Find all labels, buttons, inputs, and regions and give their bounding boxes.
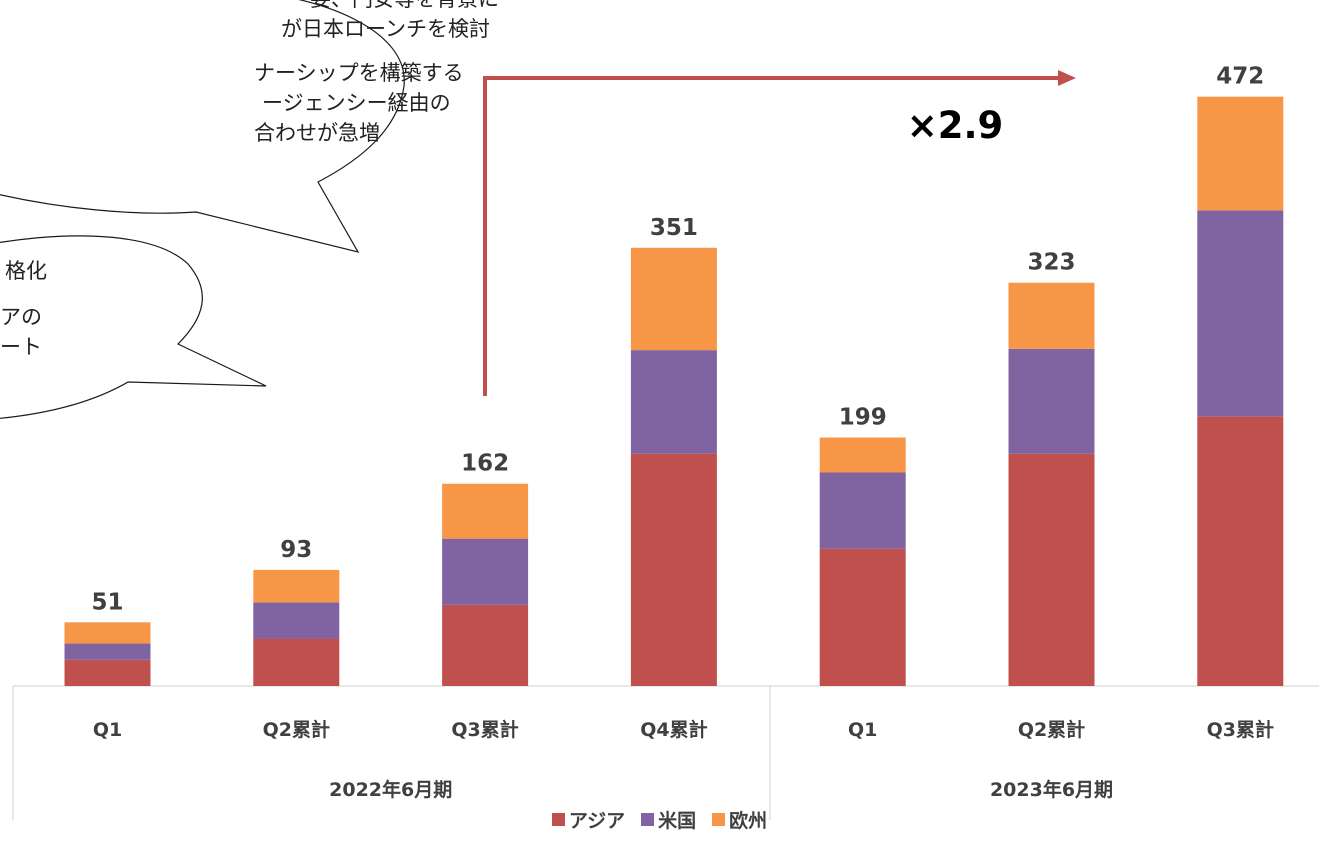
legend-item-us: 米国: [641, 806, 696, 833]
bar-segment-asia: [64, 659, 151, 686]
bar-total-label: 162: [461, 451, 509, 477]
growth-arrow-line: [483, 76, 1060, 396]
bar-segment-us: [630, 350, 717, 454]
legend-label-us: 米国: [658, 810, 697, 832]
x-tick-label: Q4累計: [640, 718, 707, 741]
bar-segment-asia: [442, 604, 529, 686]
legend-label-europe: 欧州: [729, 810, 768, 832]
bar-total-label: 472: [1216, 64, 1264, 90]
callout-lower-line: ート: [0, 335, 42, 359]
bar-total-label: 323: [1027, 250, 1075, 276]
callout-upper-line: ナーシップを構築する: [254, 61, 464, 85]
bar-segment-europe: [630, 247, 717, 351]
x-tick-label: Q3累計: [1207, 718, 1274, 741]
bar-segment-asia: [253, 638, 340, 686]
callout-lower-line: アの: [0, 305, 42, 329]
bar-segment-europe: [1008, 282, 1095, 349]
bar-segment-europe: [64, 622, 151, 644]
legend-item-europe: 欧州: [712, 806, 767, 833]
callout-upper-line: 合わせが急増: [254, 121, 380, 145]
callout-lower-text: 格化 アの ート: [0, 256, 47, 362]
bar-segment-us: [819, 472, 906, 549]
bar-total-label: 351: [650, 215, 698, 241]
legend-label-asia: アジア: [568, 810, 626, 832]
callout-upper-text: 要、円安等を背景に が日本ローンチを検討 ナーシップを構築する ージェンシー経由…: [192, 0, 499, 148]
callout-bubble-upper: [0, 0, 405, 253]
callout-upper-line: ージェンシー経由の: [262, 91, 451, 115]
bar-total-label: 51: [91, 589, 123, 615]
bar-segment-us: [442, 538, 529, 605]
x-tick-label: Q1: [93, 719, 122, 741]
x-tick-label: Q3累計: [451, 718, 518, 741]
callout-bubble-lower: [0, 235, 267, 419]
bar-segment-europe: [819, 437, 906, 473]
bar-segment-asia: [1197, 416, 1284, 686]
bar-segment-asia: [1008, 453, 1095, 686]
bar-total-label: 93: [280, 537, 312, 563]
x-group-label: 2023年6月期: [990, 778, 1113, 801]
bar-segment-europe: [442, 483, 529, 539]
bar-segment-asia: [630, 453, 717, 686]
growth-multiplier-label: ×2.9: [907, 104, 1004, 147]
legend-swatch-europe: [712, 813, 726, 826]
chart-legend: アジア 米国 欧州: [0, 806, 1319, 833]
callout-upper-line: が日本ローンチを検討: [281, 17, 490, 41]
bar-segment-us: [253, 602, 340, 639]
legend-swatch-us: [641, 813, 655, 826]
x-tick-label: Q2累計: [1018, 718, 1085, 741]
legend-swatch-asia: [551, 813, 565, 826]
bar-segment-europe: [1197, 96, 1284, 211]
bar-segment-us: [64, 643, 151, 660]
x-tick-label: Q2累計: [263, 718, 330, 741]
bar-segment-europe: [253, 569, 340, 603]
bar-segment-asia: [819, 548, 906, 686]
bar-segment-us: [1197, 210, 1284, 417]
growth-arrow-head: [1058, 70, 1076, 86]
x-tick-label: Q1: [848, 719, 877, 741]
bar-total-label: 199: [839, 405, 887, 431]
callout-upper-line: 要、円安等を背景に: [310, 0, 499, 14]
x-group-label: 2022年6月期: [329, 778, 452, 801]
bar-segment-us: [1008, 348, 1095, 454]
callout-lower-line: 格化: [5, 259, 47, 283]
legend-item-asia: アジア: [551, 806, 626, 833]
